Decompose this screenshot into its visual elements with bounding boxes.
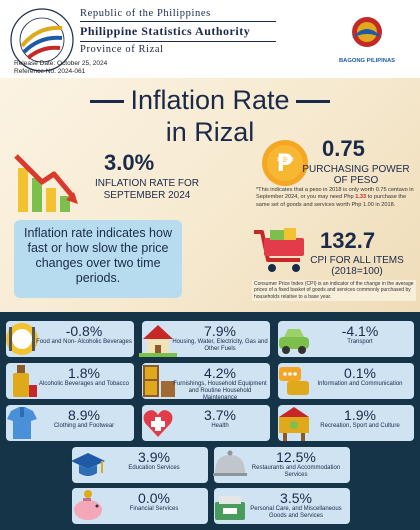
commodity-label: Health <box>211 423 229 429</box>
bp-label: BAGONG PILIPINAS <box>339 58 395 64</box>
commodity-card: -4.1% Transport <box>278 321 414 357</box>
commodity-pct: 0.1% <box>344 365 376 381</box>
falling-bar-chart-icon <box>14 154 78 212</box>
commodity-card: 3.5% Personal Care, and Miscellaneous Go… <box>214 488 350 524</box>
commodity-pct: 8.9% <box>68 407 100 423</box>
commodity-label: Transport <box>347 339 373 345</box>
commodity-card: 1.9% Recreation, Sport and Culture <box>278 405 414 441</box>
commodity-pct: 3.9% <box>138 449 170 465</box>
commodity-pct: -4.1% <box>341 323 379 339</box>
commodity-label: Housing, Water, Electricity, Gas and Oth… <box>172 339 268 352</box>
release-date: Release Date: October 25, 2024 <box>14 60 108 67</box>
release-info: Release Date: October 25, 2024 Reference… <box>14 60 107 76</box>
commodity-pct: -0.8% <box>65 323 103 339</box>
inflation-rate-label: INFLATION RATE FOR SEPTEMBER 2024 <box>94 178 200 201</box>
personal-care-icon <box>215 496 245 520</box>
commodity-card: 12.5% Restaurants and Accommodation Serv… <box>213 447 350 483</box>
commodity-pct: 0.0% <box>138 490 170 506</box>
inflation-rate-value: 3.0% <box>104 150 155 175</box>
agency-name-block: Republic of the Philippines Philippine S… <box>80 8 276 55</box>
agency-line: Philippine Statistics Authority <box>80 24 251 38</box>
commodity-label: Restaurants and Accommodation Services <box>251 465 341 478</box>
title-dash <box>295 100 330 104</box>
commodity-pct: 3.7% <box>204 407 236 423</box>
commodity-card: 0.1% Information and Communication <box>278 363 414 399</box>
header-rule <box>80 41 276 42</box>
recreation-icon <box>279 407 309 441</box>
peso-coin-icon: ₱ <box>262 140 308 186</box>
commodity-label: Information and Communication <box>317 381 403 387</box>
commodity-card: 4.2% Furnishings, Household Equipment an… <box>142 363 270 401</box>
commodity-card: 8.9% Clothing and Footwear <box>6 405 134 441</box>
commodity-label: Financial Services <box>129 506 179 512</box>
house-icon <box>139 325 177 357</box>
reference-number: Reference No. 2024-061 <box>14 68 86 76</box>
title-dash <box>90 100 125 104</box>
commodity-label: Clothing and Footwear <box>53 423 115 429</box>
purchasing-power-note: *This indicates that a peso in 2018 is o… <box>256 187 416 209</box>
furniture-icon <box>143 365 175 397</box>
cpi-label: CPI FOR ALL ITEMS (2018=100) <box>298 255 416 277</box>
commodity-label: Furnishings, Household Equipment and Rou… <box>173 381 267 401</box>
commodity-label: Personal Care, and Miscellaneous Goods a… <box>250 506 342 519</box>
page-title: Inflation Rate in Rizal <box>0 84 420 148</box>
commodity-card: 7.9% Housing, Water, Electricity, Gas an… <box>139 321 270 357</box>
pp-note-text: to purchase the same set of goods and se… <box>256 194 407 208</box>
commodity-label: Alcoholic Beverages and Tobacco <box>39 381 129 387</box>
shirt-icon <box>7 407 37 439</box>
cpi-value: 132.7 <box>320 228 376 253</box>
republic-line: Republic of the Philippines <box>80 8 211 19</box>
piggy-bank-icon <box>74 490 102 520</box>
purchasing-power-value: 0.75 <box>322 136 365 161</box>
pp-note-text: *This indicates that a peso in 2018 is o… <box>256 187 414 201</box>
cloche-icon <box>213 450 247 476</box>
svg-text:₱: ₱ <box>277 149 294 177</box>
header-rule <box>80 21 276 22</box>
cpi-label-line2: (2018=100) <box>331 266 383 277</box>
inflation-definition: Inflation rate indicates how fast or how… <box>14 220 182 298</box>
commodity-card: 3.7% Health <box>142 405 270 441</box>
commodity-card: -0.8% Food and Non- Alcoholic Beverages <box>6 321 134 357</box>
commodity-pct: 7.9% <box>204 323 236 339</box>
commodity-label: Education Services <box>128 465 180 471</box>
purchasing-power-label: PURCHASING POWER OF PESO <box>302 164 410 186</box>
commodity-pct: 3.5% <box>280 490 312 506</box>
commodity-pct: 1.9% <box>344 407 376 423</box>
cpi-label-line1: CPI FOR ALL ITEMS <box>310 255 404 266</box>
cpi-note: Consumer Price Index (CPI) is an indicat… <box>252 280 416 302</box>
commodity-pct: 4.2% <box>204 365 236 381</box>
chat-icon <box>279 367 309 395</box>
food-icon <box>6 323 38 355</box>
commodity-card: 0.0% Financial Services <box>72 488 208 524</box>
title-line1: Inflation Rate <box>130 85 290 115</box>
bagong-pilipinas-logo-icon: BAGONG PILIPINAS <box>334 8 400 68</box>
commodity-pct: 1.8% <box>68 365 100 381</box>
pp-note-highlight: 1.33 <box>355 194 367 201</box>
commodity-card: 3.9% Education Services <box>71 447 208 483</box>
commodity-pct: 12.5% <box>276 449 316 465</box>
shopping-cart-icon <box>254 228 304 272</box>
health-icon <box>143 410 173 437</box>
commodity-card: 1.8% Alcoholic Beverages and Tobacco <box>6 363 134 399</box>
commodity-label: Recreation, Sport and Culture <box>320 423 400 429</box>
header: Republic of the Philippines Philippine S… <box>0 0 420 75</box>
province-line: Province of Rizal <box>80 44 164 55</box>
bottle-icon <box>13 365 37 397</box>
psa-seal-icon <box>10 8 74 72</box>
title-line2: in Rizal <box>165 117 255 147</box>
commodity-label: Food and Non- Alcoholic Beverages <box>36 339 132 345</box>
graduation-cap-icon <box>71 453 105 476</box>
car-icon <box>279 329 309 354</box>
